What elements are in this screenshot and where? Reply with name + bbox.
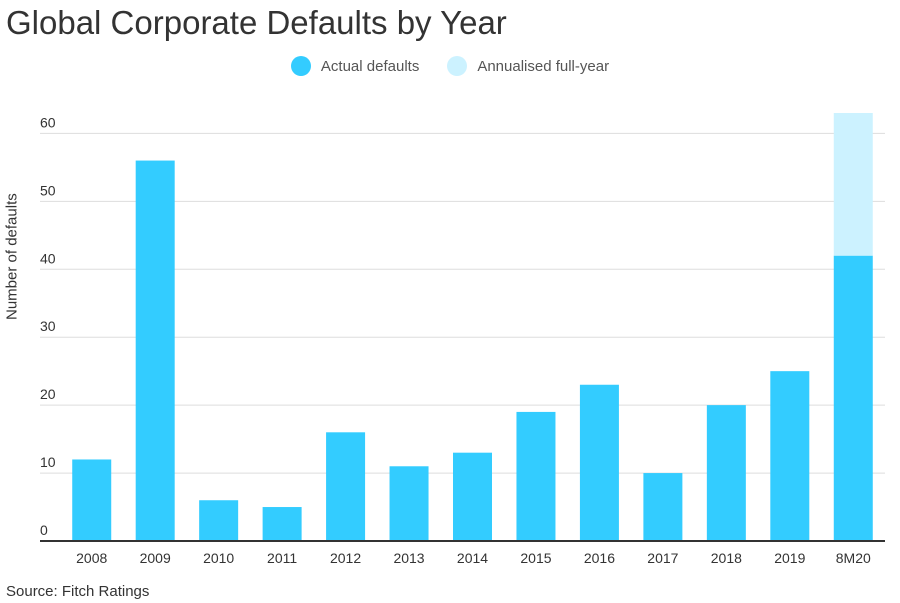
bar-actual-2017 (643, 473, 683, 541)
y-tick-label: 40 (40, 250, 56, 266)
bar-actual-2019 (770, 371, 810, 541)
bar-actual-2015 (516, 411, 556, 541)
x-tick-label: 2013 (393, 550, 424, 566)
x-tick-label: 2018 (711, 550, 742, 566)
x-tick-label: 2015 (520, 550, 551, 566)
legend-label-actual: Actual defaults (320, 57, 420, 75)
bar-annualised-8M20 (833, 113, 873, 256)
bar-actual-2010 (199, 500, 239, 541)
x-tick-label: 2014 (457, 550, 488, 566)
bar-actual-2013 (389, 466, 429, 541)
legend: Actual defaults Annualised full-year (0, 56, 900, 76)
legend-swatch-annualised (447, 56, 468, 76)
x-tick-label: 2012 (330, 550, 361, 566)
y-tick-label: 50 (40, 182, 56, 198)
y-tick-label: 60 (40, 114, 56, 130)
x-tick-label: 2011 (267, 550, 297, 566)
source-note: Source: Fitch Ratings (6, 583, 150, 600)
y-tick-label: 30 (40, 318, 56, 334)
bar-actual-8M20 (833, 255, 873, 541)
x-tick-label: 2009 (140, 550, 171, 566)
x-tick-label: 2017 (647, 550, 678, 566)
legend-label-annualised: Annualised full-year (477, 57, 610, 75)
x-tick-label: 2019 (774, 550, 805, 566)
bar-actual-2018 (706, 405, 746, 541)
bar-actual-2008 (72, 459, 112, 541)
x-tick-label: 2010 (203, 550, 234, 566)
chart-title: Global Corporate Defaults by Year (6, 4, 507, 41)
bar-actual-2011 (262, 507, 302, 541)
legend-item-annualised: Annualised full-year (447, 56, 609, 76)
y-tick-label: 10 (40, 454, 56, 470)
x-tick-label: 2016 (584, 550, 615, 566)
bar-actual-2012 (326, 432, 366, 541)
bar-actual-2014 (453, 452, 492, 541)
y-tick-label: 20 (40, 386, 56, 402)
legend-swatch-actual (290, 56, 311, 76)
bar-actual-2009 (135, 160, 175, 542)
x-tick-label: 2008 (76, 550, 107, 566)
legend-item-actual: Actual defaults (290, 56, 420, 76)
x-tick-label: 8M20 (836, 550, 871, 566)
y-tick-label: 0 (40, 522, 48, 538)
bar-actual-2016 (579, 384, 619, 541)
